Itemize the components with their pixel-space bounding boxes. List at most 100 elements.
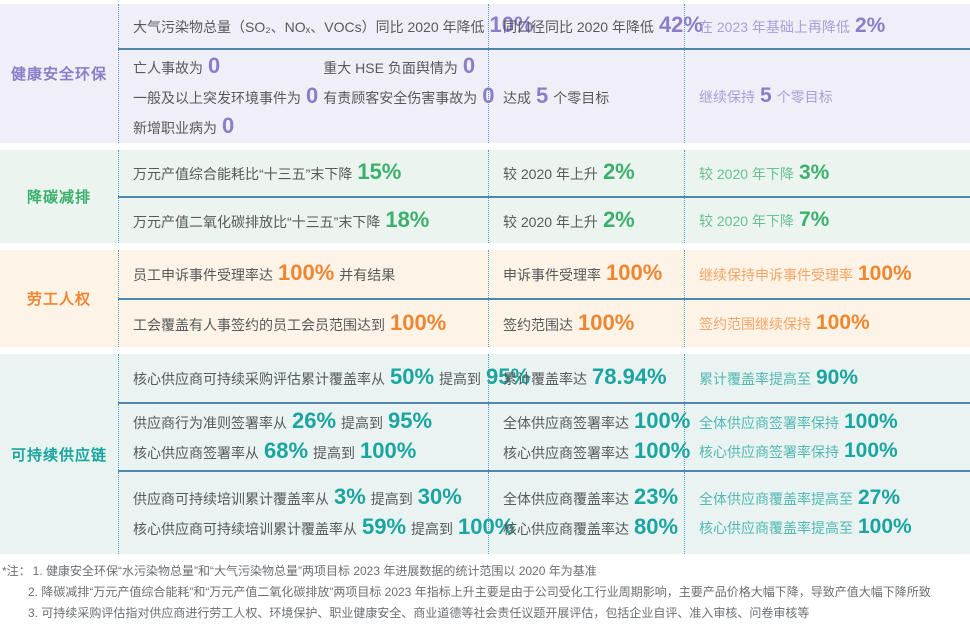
metric-value: 100% bbox=[844, 439, 898, 462]
metric-value: 5 bbox=[536, 82, 549, 108]
target-cell: 万元产值综合能耗比“十三五”末下降 15% bbox=[118, 150, 488, 196]
text-line: 工会覆盖有人事签约的员工会员范围达到 100% bbox=[133, 309, 480, 339]
metric-value: 0 bbox=[462, 52, 476, 78]
progress-cell: 同口径同比 2020 年降低 42% bbox=[488, 4, 703, 48]
label-text: 签约范围达 bbox=[503, 316, 573, 333]
metric-value: 30% bbox=[417, 484, 462, 509]
text-line: 累计覆盖率达 78.94% bbox=[503, 363, 676, 393]
label-text: 继续保持申诉事件受理率 bbox=[699, 266, 853, 283]
metric-value: 2% bbox=[602, 206, 635, 232]
text-line: 核心供应商可持续培训累计覆盖率从 59% 提高到 100% bbox=[133, 513, 514, 543]
text-line: 核心供应商签署率达 100% bbox=[503, 437, 690, 467]
text-line: 员工申诉事件受理率达 100% 并有结果 bbox=[133, 259, 480, 289]
label-text: 签约范围继续保持 bbox=[699, 316, 811, 332]
metric-value: 100% bbox=[458, 514, 515, 539]
future-target-cell: 签约范围继续保持 100% bbox=[684, 300, 970, 347]
label-text: 并有结果 bbox=[339, 267, 396, 283]
metric-value: 26% bbox=[292, 408, 337, 433]
metric-value: 95% bbox=[388, 408, 433, 433]
future-target-cell: 较 2020 年下降 3% bbox=[684, 150, 970, 196]
target-cell: 供应商行为准则签署率从 26% 提高到 95% 核心供应商签署率从 68% 提高到 100% bbox=[118, 404, 488, 470]
text-line: 同口径同比 2020 年降低 42% bbox=[503, 11, 703, 41]
metric-value: 5 bbox=[760, 84, 772, 107]
text-line: 申诉事件受理率 100% bbox=[503, 259, 676, 289]
label-text: 提高到 bbox=[313, 445, 356, 461]
metric-value: 80% bbox=[634, 514, 679, 539]
section-rows: 万元产值综合能耗比“十三五”末下降 15% 较 2020 年上升 2% 较 2020 年… bbox=[118, 150, 970, 243]
metric-value: 18% bbox=[385, 206, 430, 232]
future-target-cell: 在 2023 年基础上再降低 2% bbox=[684, 4, 970, 48]
future-target-cell: 较 2020 年下降 7% bbox=[684, 198, 970, 243]
metric-value: 50% bbox=[390, 364, 435, 389]
text-line: 核心供应商可持续采购评估累计覆盖率从 50% 提高到 95% bbox=[133, 363, 530, 393]
label-text: 一般及以上突发环境事件为 bbox=[133, 89, 301, 106]
text-line: 万元产值二氧化碳排放比“十三五”末下降 18% bbox=[133, 206, 480, 236]
text-line: 签约范围继续保持 100% bbox=[699, 309, 962, 338]
label-text: 有责顾客安全伤害事故为 bbox=[323, 89, 478, 106]
progress-cell: 全体供应商签署率达 100% 核心供应商签署率达 100% bbox=[488, 404, 690, 470]
metric-value: 100% bbox=[858, 515, 912, 538]
metric-value: 100% bbox=[278, 260, 335, 285]
text-line: 新增职业病为 0 bbox=[133, 112, 323, 142]
category-label: 健康安全环保 bbox=[10, 66, 107, 83]
target-cell: 亡人事故为 0 一般及以上突发环境事件为 0 新增职业病为 0 重大 HSE 负面舆情为 0 有… bbox=[118, 50, 495, 143]
target-cell: 员工申诉事件受理率达 100% 并有结果 bbox=[118, 250, 488, 298]
section-supply-chain: 可持续供应链 核心供应商可持续采购评估累计覆盖率从 50% 提高到 95% 累计覆盖率达 7… bbox=[0, 354, 970, 554]
label-text: 核心供应商签署率保持 bbox=[699, 444, 839, 460]
label-text: 达成 bbox=[503, 89, 531, 106]
label-text: 万元产值综合能耗比“十三五”末下降 bbox=[133, 166, 353, 182]
label-text: 较 2020 年下降 bbox=[699, 165, 794, 182]
metric-value: 100% bbox=[816, 311, 870, 334]
label-text: 全体供应商签署率保持 bbox=[699, 415, 839, 431]
metric-value: 68% bbox=[264, 438, 309, 463]
label-text: 提高到 bbox=[341, 415, 384, 431]
text-line: 较 2020 年上升 2% bbox=[503, 206, 676, 236]
label-text: 在 2023 年基础上再降低 bbox=[699, 18, 850, 35]
footnote-line: 2. 降碳减排“万元产值综合能耗”和“万元产值二氧化碳排放”两项目标 2023 … bbox=[2, 582, 968, 603]
future-target-cell: 继续保持申诉事件受理率 100% bbox=[684, 250, 970, 298]
metric-value: 100% bbox=[858, 261, 912, 285]
footnote-item: 1. 健康安全环保“水污染物总量”和“大气污染物总量”两项目标 2023 年进展… bbox=[32, 564, 597, 578]
label-text: 工会覆盖有人事签约的员工会员范围达到 bbox=[133, 316, 385, 333]
text-line: 供应商可持续培训累计覆盖率从 3% 提高到 30% bbox=[133, 483, 480, 513]
label-text: 全体供应商覆盖率达 bbox=[503, 491, 629, 507]
metric-value: 7% bbox=[798, 208, 830, 231]
metric-value: 0 bbox=[208, 52, 221, 78]
label-text: 累计覆盖率提高至 bbox=[699, 370, 811, 387]
text-line: 核心供应商覆盖率提高至 100% bbox=[699, 513, 962, 542]
text-line: 全体供应商覆盖率达 23% bbox=[503, 483, 678, 513]
label-text: 供应商可持续培训累计覆盖率从 bbox=[133, 491, 329, 507]
metric-value: 2% bbox=[854, 13, 886, 37]
metric-value: 2% bbox=[602, 159, 635, 184]
targets-progress-table: 健康安全环保 大气污染物总量（SO₂、NOₓ、VOCs）同比 2020 年降低 10… bbox=[0, 4, 970, 561]
metric-value: 95% bbox=[486, 364, 531, 389]
section-rows: 核心供应商可持续采购评估累计覆盖率从 50% 提高到 95% 累计覆盖率达 78.94% 累… bbox=[118, 354, 970, 554]
label-text: 核心供应商签署率达 bbox=[503, 445, 629, 461]
text-line: 核心供应商签署率保持 100% bbox=[699, 437, 962, 466]
text-line: 一般及以上突发环境事件为 0 bbox=[133, 82, 323, 112]
table-row: 工会覆盖有人事签约的员工会员范围达到 100% 签约范围达 100% 签约范围继续保持 1… bbox=[118, 298, 970, 347]
target-cell: 供应商可持续培训累计覆盖率从 3% 提高到 30% 核心供应商可持续培训累计覆盖率从 59… bbox=[118, 472, 514, 554]
metric-value: 100% bbox=[390, 309, 447, 335]
category-label: 劳工人权 bbox=[26, 291, 91, 308]
text-line: 继续保持申诉事件受理率 100% bbox=[699, 260, 962, 289]
target-cell: 万元产值二氧化碳排放比“十三五”末下降 18% bbox=[118, 198, 488, 243]
category-label: 降碳减排 bbox=[26, 189, 91, 206]
footnote-item: 3. 可持续采购评估指对供应商进行劳工人权、环境保护、职业健康安全、商业道德等社… bbox=[28, 606, 810, 620]
table-row: 万元产值二氧化碳排放比“十三五”末下降 18% 较 2020 年上升 2% 较 2020… bbox=[118, 196, 970, 243]
metric-value: 15% bbox=[357, 159, 402, 184]
metric-value: 100% bbox=[844, 410, 898, 433]
metric-value: 59% bbox=[362, 514, 407, 539]
label-text: 亡人事故为 bbox=[133, 59, 203, 76]
label-text: 全体供应商签署率达 bbox=[503, 415, 629, 431]
future-target-cell: 全体供应商签署率保持 100% 核心供应商签署率保持 100% bbox=[684, 404, 970, 470]
label-text: 供应商行为准则签署率从 bbox=[133, 415, 287, 431]
metric-value: 78.94% bbox=[592, 364, 667, 389]
label-text: 核心供应商覆盖率提高至 bbox=[699, 520, 853, 536]
label-text: 核心供应商覆盖率达 bbox=[503, 521, 629, 537]
sub-column: 重大 HSE 负面舆情为 0 有责顾客安全伤害事故为 0 bbox=[323, 52, 499, 142]
label-text: 较 2020 年下降 bbox=[699, 213, 794, 229]
section-hse: 健康安全环保 大气污染物总量（SO₂、NOₓ、VOCs）同比 2020 年降低 10… bbox=[0, 4, 970, 143]
table-row: 核心供应商可持续采购评估累计覆盖率从 50% 提高到 95% 累计覆盖率达 78.94% 累… bbox=[118, 354, 970, 402]
label-text: 提高到 bbox=[411, 521, 454, 537]
